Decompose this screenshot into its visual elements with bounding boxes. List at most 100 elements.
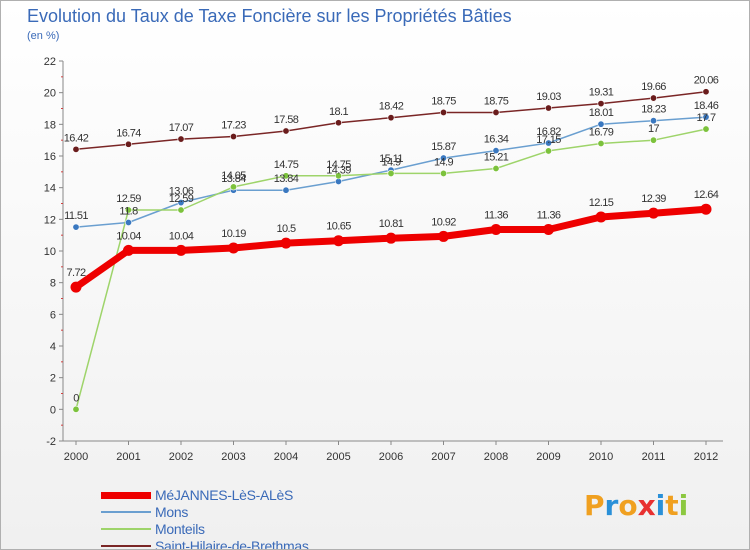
data-label: 10.92 [431, 216, 456, 228]
logo-letter: o [618, 489, 638, 522]
data-label: 17.7 [696, 112, 715, 124]
data-point [595, 211, 607, 223]
x-tick-label: 2004 [274, 451, 298, 463]
legend-label: Mons [155, 504, 189, 520]
data-label: 20.06 [694, 75, 719, 87]
data-point [334, 119, 342, 127]
data-point [282, 172, 290, 180]
y-tick-label: 14 [44, 183, 56, 195]
logo-letter: i [655, 489, 666, 522]
x-tick-label: 2003 [221, 451, 245, 463]
data-label: 16.42 [64, 132, 89, 144]
data-label: 17.15 [536, 134, 561, 146]
data-point [702, 125, 710, 133]
data-label: 11.36 [484, 209, 508, 221]
data-point [544, 139, 552, 147]
data-point [702, 88, 710, 96]
logo-letter: P [584, 489, 605, 522]
y-tick-label: 12 [44, 214, 56, 226]
y-tick-label: 0 [50, 404, 56, 416]
proxiti-logo: Proxiti [584, 489, 688, 522]
data-point [282, 186, 290, 194]
series-points [70, 88, 712, 413]
data-point [597, 100, 605, 108]
y-tick-label: -2 [46, 436, 56, 448]
data-point [230, 133, 238, 141]
data-point [649, 136, 657, 144]
y-tick-label: 8 [50, 278, 56, 290]
y-tick-label: 22 [44, 56, 56, 68]
data-point [387, 169, 395, 177]
legend-swatch [101, 545, 151, 547]
data-label: 16.79 [589, 126, 614, 138]
y-tick-label: 6 [50, 309, 56, 321]
data-point [597, 120, 605, 128]
data-label: 14.9 [381, 156, 400, 168]
y-tick-label: 20 [44, 88, 56, 100]
x-tick-label: 2009 [536, 451, 560, 463]
data-label: 18.1 [329, 106, 348, 118]
legend-swatch [101, 511, 151, 513]
x-tick-label: 2001 [116, 451, 140, 463]
data-label: 18.75 [484, 95, 509, 107]
data-point [597, 139, 605, 147]
legend-label: Saint-Hilaire-de-Brethmas [155, 538, 309, 550]
data-point [177, 135, 185, 143]
data-label: 18.01 [589, 107, 614, 119]
y-tick-label: 10 [44, 246, 56, 258]
data-point [123, 244, 134, 256]
logo-letter: i [678, 489, 689, 522]
data-label: 16.74 [116, 127, 141, 139]
data-label: 18.42 [379, 101, 404, 113]
series-lines [72, 90, 710, 411]
data-label: 18.46 [694, 100, 719, 112]
data-label: 12.64 [694, 189, 719, 201]
data-label: 14.9 [434, 156, 453, 168]
data-label: 15.21 [484, 152, 509, 164]
data-label: 16.82 [536, 126, 561, 138]
data-label: 17.23 [221, 120, 246, 132]
data-label: 12.59 [169, 193, 194, 205]
data-label: 19.31 [589, 87, 614, 99]
data-point [492, 147, 500, 155]
data-label: 13.06 [169, 186, 194, 198]
data-label: 12.59 [116, 193, 141, 205]
data-point [439, 108, 447, 116]
data-label: 14.75 [274, 159, 299, 171]
data-label: 10.19 [221, 228, 246, 240]
data-label: 7.72 [66, 267, 85, 279]
chart-subtitle: (en %) [27, 30, 60, 42]
data-label: 0 [73, 392, 79, 404]
data-label: 18.23 [641, 104, 666, 116]
legend-swatch [101, 491, 151, 499]
data-point [70, 281, 82, 293]
data-label: 15.87 [431, 141, 456, 153]
data-point [492, 165, 500, 173]
data-point [544, 147, 552, 155]
data-label: 10.81 [379, 218, 404, 230]
data-label: 13.84 [221, 173, 246, 185]
data-label: 12.39 [641, 193, 666, 205]
data-label: 15.11 [379, 153, 403, 165]
logo-letter: x [637, 489, 656, 522]
data-point [72, 223, 80, 231]
data-point [492, 108, 500, 116]
x-tick-label: 2006 [379, 451, 403, 463]
data-labels: 16.42 16.74 17.07 17.23 17.58 18.1 18.42 18.75 1… [64, 75, 720, 405]
y-tick-label: 2 [50, 373, 56, 385]
x-tick-label: 2002 [169, 451, 193, 463]
data-point [649, 94, 657, 102]
legend-label: Monteils [155, 521, 205, 537]
data-label: 14.75 [326, 159, 351, 171]
data-point [228, 242, 239, 254]
x-tick-label: 2005 [326, 451, 350, 463]
data-point [544, 104, 552, 112]
data-point [125, 140, 133, 148]
y-tick-label: 18 [44, 119, 56, 131]
data-label: 10.5 [276, 223, 295, 235]
data-label: 19.03 [536, 91, 561, 103]
data-point [648, 207, 659, 219]
x-tick-label: 2000 [64, 451, 88, 463]
axes: -2 0 2 4 6 8 10 12 14 16 18 20 22 2000 2001 2002 2003 200… [44, 56, 723, 463]
data-label: 12.15 [589, 197, 614, 209]
